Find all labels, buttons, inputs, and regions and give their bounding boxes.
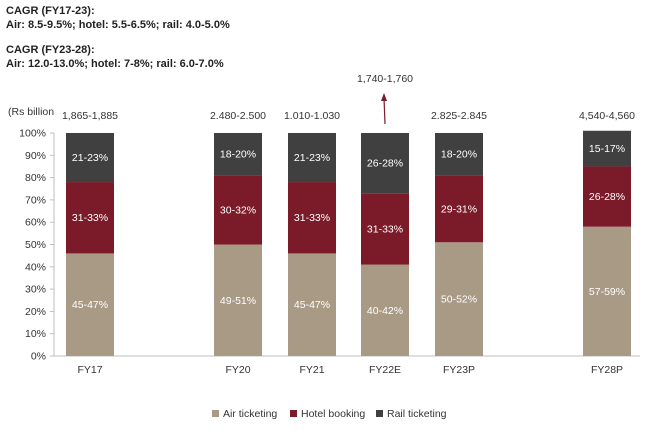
bar-segment-air-ticketing bbox=[214, 244, 262, 356]
y-unit-label: (Rs billion bbox=[8, 106, 54, 118]
bar-segment-air-ticketing bbox=[66, 253, 114, 356]
trend-arrow-head bbox=[381, 93, 387, 101]
bar-segment-air-ticketing bbox=[583, 226, 631, 356]
bar-segment-hotel-booking bbox=[583, 166, 631, 227]
data-label: 26-28% bbox=[589, 191, 625, 203]
data-label: 31-33% bbox=[72, 212, 108, 224]
legend-swatch bbox=[212, 410, 219, 417]
trend-arrow-line bbox=[383, 97, 386, 125]
legend-label: Rail ticketing bbox=[387, 408, 447, 420]
y-tick-label: 90% bbox=[25, 150, 46, 162]
y-tick-label: 0% bbox=[31, 351, 46, 363]
data-label: 45-47% bbox=[294, 299, 330, 311]
bar-segment-rail-ticketing bbox=[361, 133, 409, 194]
x-tick-label: FY23P bbox=[443, 364, 475, 376]
cagr-fy17-23-annotation: CAGR (FY17-23): Air: 8.5-9.5%; hotel: 5.… bbox=[6, 4, 230, 32]
y-tick-label: 100% bbox=[19, 128, 46, 140]
y-tick-label: 60% bbox=[25, 217, 46, 229]
data-label: 29-31% bbox=[441, 203, 477, 215]
bar-segment-rail-ticketing bbox=[583, 130, 631, 167]
y-tick-label: 30% bbox=[25, 284, 46, 296]
data-label: 30-32% bbox=[220, 204, 256, 216]
bar-segment-air-ticketing bbox=[288, 253, 336, 356]
legend-label: Hotel booking bbox=[301, 408, 365, 420]
data-label: 26-28% bbox=[367, 158, 403, 170]
x-tick-label: FY28P bbox=[591, 364, 623, 376]
data-label: 45-47% bbox=[72, 299, 108, 311]
y-tick-label: 40% bbox=[25, 261, 46, 273]
total-label: 2.825-2.845 bbox=[431, 110, 487, 122]
bar-segment-air-ticketing bbox=[435, 242, 483, 356]
y-tick-label: 10% bbox=[25, 328, 46, 340]
cagr-fy23-28-title: CAGR (FY23-28): bbox=[6, 44, 95, 56]
data-label: 31-33% bbox=[294, 212, 330, 224]
x-tick-label: FY20 bbox=[225, 364, 250, 376]
legend-label: Air ticketing bbox=[223, 408, 277, 420]
cagr-fy23-28-annotation: CAGR (FY23-28): Air: 12.0-13.0%; hotel: … bbox=[6, 43, 224, 71]
total-label: 2.480-2.500 bbox=[210, 110, 266, 122]
y-tick-label: 50% bbox=[25, 239, 46, 251]
x-tick-label: FY17 bbox=[77, 364, 102, 376]
data-label: 21-23% bbox=[72, 152, 108, 164]
bar-segment-hotel-booking bbox=[361, 193, 409, 265]
data-label: 57-59% bbox=[589, 286, 625, 298]
data-label: 15-17% bbox=[589, 143, 625, 155]
y-tick-label: 70% bbox=[25, 194, 46, 206]
total-label: 4,540-4,560 bbox=[579, 110, 635, 122]
data-label: 18-20% bbox=[220, 149, 256, 161]
data-label: 49-51% bbox=[220, 295, 256, 307]
x-tick-label: FY21 bbox=[299, 364, 324, 376]
total-label: 1,740-1,760 bbox=[357, 73, 413, 85]
total-label: 1.010-1.030 bbox=[284, 110, 340, 122]
data-label: 50-52% bbox=[441, 294, 477, 306]
x-tick-label: FY22E bbox=[369, 364, 401, 376]
bar-segment-hotel-booking bbox=[435, 175, 483, 243]
data-label: 31-33% bbox=[367, 223, 403, 235]
bar-segment-rail-ticketing bbox=[435, 133, 483, 176]
legend-swatch bbox=[290, 410, 297, 417]
data-label: 21-23% bbox=[294, 152, 330, 164]
y-tick-label: 80% bbox=[25, 172, 46, 184]
data-label: 40-42% bbox=[367, 305, 403, 317]
bar-segment-hotel-booking bbox=[214, 175, 262, 245]
bar-segment-rail-ticketing bbox=[214, 133, 262, 176]
bar-segment-hotel-booking bbox=[66, 182, 114, 254]
cagr-fy23-28-detail: Air: 12.0-13.0%; hotel: 7-8%; rail: 6.0-… bbox=[6, 58, 224, 70]
bar-segment-hotel-booking bbox=[288, 182, 336, 254]
legend-swatch bbox=[376, 410, 383, 417]
cagr-fy17-23-title: CAGR (FY17-23): bbox=[6, 5, 95, 17]
bar-segment-rail-ticketing bbox=[66, 133, 114, 183]
bar-segment-air-ticketing bbox=[361, 264, 409, 356]
data-label: 18-20% bbox=[441, 149, 477, 161]
y-tick-label: 20% bbox=[25, 306, 46, 318]
total-label: 1,865-1,885 bbox=[62, 110, 118, 122]
cagr-fy17-23-detail: Air: 8.5-9.5%; hotel: 5.5-6.5%; rail: 4.… bbox=[6, 19, 230, 31]
bar-segment-rail-ticketing bbox=[288, 133, 336, 183]
